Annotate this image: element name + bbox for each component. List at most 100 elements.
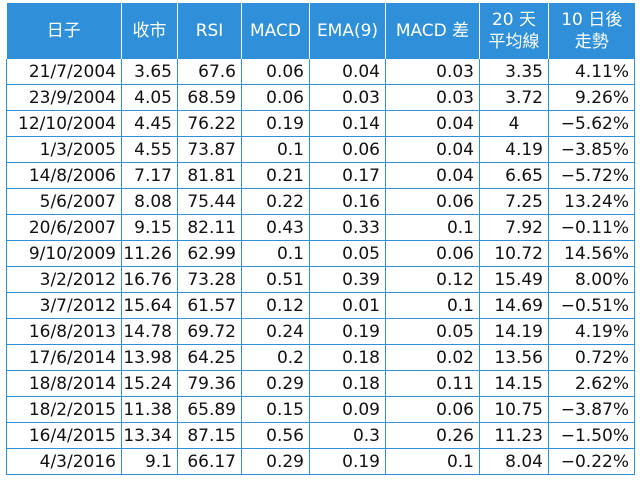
table-row: 4/3/2016 9.1 66.17 0.29 0.19 0.1 8.04 −0.22% (6, 448, 635, 475)
ema9-cell: 0.06 (309, 136, 386, 163)
macd-diff-cell: 0.1 (385, 292, 480, 319)
ma20-cell: 7.92 (479, 214, 549, 241)
table-row: 16/8/2013 14.78 69.72 0.24 0.19 0.05 14.19 4.19… (6, 318, 635, 345)
header-col-date: 日子 (6, 3, 122, 59)
close-cell: 4.05 (121, 84, 178, 111)
close-cell: 11.26 (121, 240, 178, 267)
close-cell: 7.17 (121, 162, 178, 189)
macd-diff-cell: 0.1 (385, 448, 480, 475)
macd-cell: 0.06 (241, 84, 310, 111)
macd-cell: 0.56 (241, 422, 310, 449)
table-row: 20/6/2007 9.15 82.11 0.43 0.33 0.1 7.92 −0.11% (6, 214, 635, 241)
ema9-cell: 0.17 (309, 162, 386, 189)
date-cell: 4/3/2016 (6, 448, 122, 475)
ma20-cell: 3.72 (479, 84, 549, 111)
header-col-rsi: RSI (177, 3, 242, 59)
table-row: 3/7/2012 15.64 61.57 0.12 0.01 0.1 14.69 −0.51% (6, 292, 635, 319)
header-label: RSI (195, 21, 224, 41)
date-cell: 23/9/2004 (6, 84, 122, 111)
trend10-cell: 0.72% (548, 344, 635, 371)
trend10-cell: 13.24% (548, 188, 635, 215)
trend10-cell: 2.62% (548, 370, 635, 397)
rsi-cell: 75.44 (177, 188, 242, 215)
date-cell: 12/10/2004 (6, 110, 122, 137)
macd-diff-cell: 0.03 (385, 84, 480, 111)
ema9-cell: 0.14 (309, 110, 386, 137)
ema9-cell: 0.16 (309, 188, 386, 215)
header-col-macd: MACD (241, 3, 310, 59)
macd-diff-cell: 0.06 (385, 240, 480, 267)
macd-diff-cell: 0.04 (385, 162, 480, 189)
date-cell: 17/6/2014 (6, 344, 122, 371)
macd-diff-cell: 0.02 (385, 344, 480, 371)
table-row: 23/9/2004 4.05 68.59 0.06 0.03 0.03 3.72 9.26% (6, 84, 635, 111)
rsi-cell: 76.22 (177, 110, 242, 137)
ma20-cell: 8.04 (479, 448, 549, 475)
trend10-cell: 4.11% (548, 59, 635, 85)
stock-signal-table-container: 日子 收市 RSI MACD EMA(9) MACD 差 20 天平均線 10 日後 走勢 21… (6, 3, 635, 475)
ma20-cell: 13.56 (479, 344, 549, 371)
macd-diff-cell: 0.06 (385, 396, 480, 423)
macd-diff-cell: 0.04 (385, 136, 480, 163)
close-cell: 9.15 (121, 214, 178, 241)
ema9-cell: 0.18 (309, 370, 386, 397)
trend10-cell: −3.87% (548, 396, 635, 423)
macd-cell: 0.15 (241, 396, 310, 423)
rsi-cell: 67.6 (177, 59, 242, 85)
ema9-cell: 0.03 (309, 84, 386, 111)
header-row: 日子 收市 RSI MACD EMA(9) MACD 差 20 天平均線 10 日後 走勢 (6, 3, 635, 59)
rsi-cell: 73.87 (177, 136, 242, 163)
rsi-cell: 66.17 (177, 448, 242, 475)
close-cell: 14.78 (121, 318, 178, 345)
ema9-cell: 0.01 (309, 292, 386, 319)
ema9-cell: 0.18 (309, 344, 386, 371)
date-cell: 21/7/2004 (6, 59, 122, 85)
rsi-cell: 82.11 (177, 214, 242, 241)
macd-cell: 0.06 (241, 59, 310, 85)
ema9-cell: 0.19 (309, 318, 386, 345)
header-label: 10 日後 (561, 10, 623, 30)
header-label: 走勢 (574, 32, 609, 52)
trend10-cell: −3.85% (548, 136, 635, 163)
ma20-cell: 14.15 (479, 370, 549, 397)
header-col-trend10: 10 日後 走勢 (548, 3, 635, 59)
macd-diff-cell: 0.1 (385, 214, 480, 241)
macd-diff-cell: 0.26 (385, 422, 480, 449)
trend10-cell: −5.62% (548, 110, 635, 137)
date-cell: 14/8/2006 (6, 162, 122, 189)
ema9-cell: 0.3 (309, 422, 386, 449)
ma20-cell: 11.23 (479, 422, 549, 449)
macd-diff-cell: 0.12 (385, 266, 480, 293)
close-cell: 9.1 (121, 448, 178, 475)
rsi-cell: 69.72 (177, 318, 242, 345)
table-row: 16/4/2015 13.34 87.15 0.56 0.3 0.26 11.23 −1.50… (6, 422, 635, 449)
trend10-cell: 14.56% (548, 240, 635, 267)
ma20-cell: 15.49 (479, 266, 549, 293)
date-cell: 20/6/2007 (6, 214, 122, 241)
ma20-cell: 14.69 (479, 292, 549, 319)
rsi-cell: 62.99 (177, 240, 242, 267)
macd-cell: 0.1 (241, 136, 310, 163)
table-body: 21/7/2004 3.65 67.6 0.06 0.04 0.03 3.35 4.11% 23… (6, 59, 635, 475)
ma20-cell: 14.19 (479, 318, 549, 345)
ma20-cell: 10.72 (479, 240, 549, 267)
header-label: MACD 差 (395, 21, 470, 41)
close-cell: 4.45 (121, 110, 178, 137)
trend10-cell: 4.19% (548, 318, 635, 345)
header-label: 20 天 (491, 10, 537, 30)
header-label: 日子 (46, 21, 81, 41)
trend10-cell: −0.51% (548, 292, 635, 319)
close-cell: 16.76 (121, 266, 178, 293)
table-row: 3/2/2012 16.76 73.28 0.51 0.39 0.12 15.49 8.00% (6, 266, 635, 293)
table-row: 9/10/2009 11.26 62.99 0.1 0.05 0.06 10.72 14.56… (6, 240, 635, 267)
ema9-cell: 0.33 (309, 214, 386, 241)
rsi-cell: 61.57 (177, 292, 242, 319)
trend10-cell: −1.50% (548, 422, 635, 449)
date-cell: 1/3/2005 (6, 136, 122, 163)
header-col-ema9: EMA(9) (309, 3, 386, 59)
header-label: EMA(9) (316, 21, 379, 41)
rsi-cell: 65.89 (177, 396, 242, 423)
macd-cell: 0.51 (241, 266, 310, 293)
table-row: 18/8/2014 15.24 79.36 0.29 0.18 0.11 14.15 2.62… (6, 370, 635, 397)
ma20-cell: 4.19 (479, 136, 549, 163)
